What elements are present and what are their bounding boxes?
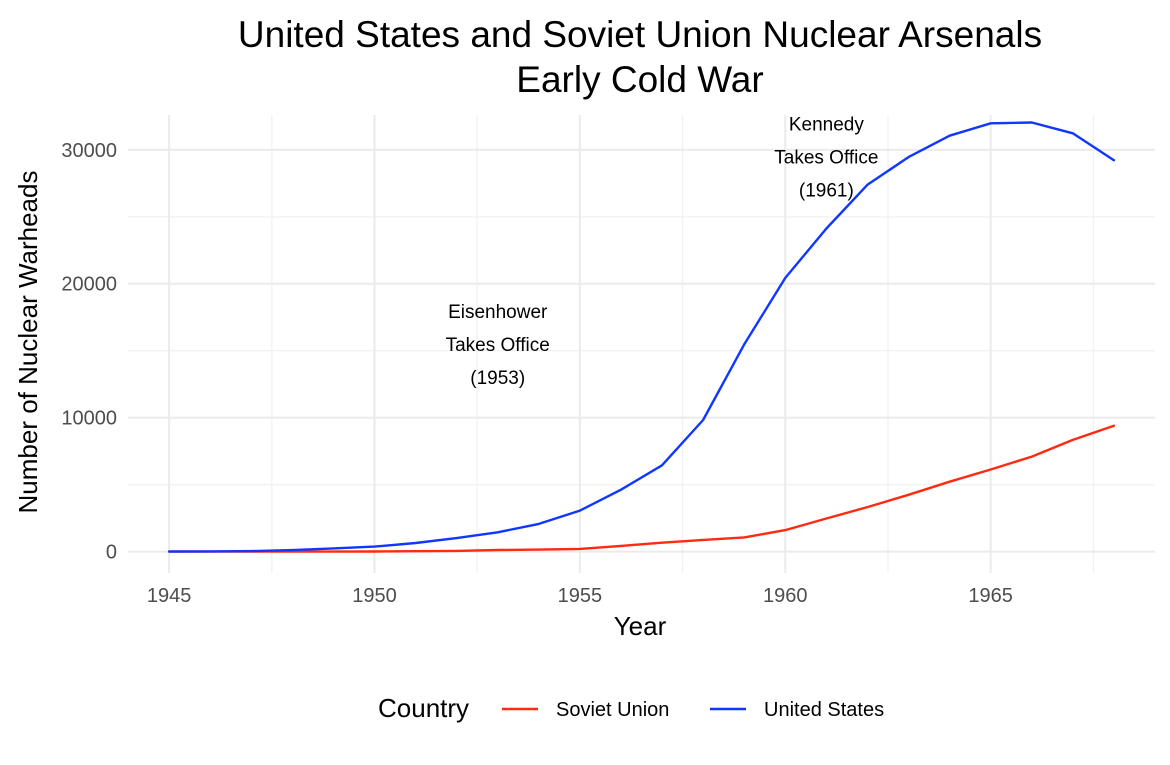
annotation-1-line-0: Kennedy — [789, 115, 865, 136]
annotation-0-line-2: (1953) — [470, 368, 525, 389]
x-tick-label-0: 1945 — [147, 585, 192, 607]
chart-title-line-1: United States and Soviet Union Nuclear A… — [238, 14, 1042, 55]
chart-title-line-2: Early Cold War — [516, 59, 763, 100]
annotations: Eisenhower Takes Office (1953) Kennedy Takes… — [446, 115, 879, 389]
y-tick-label-2: 20000 — [61, 274, 117, 296]
x-axis-tick-labels: 1945 1950 1955 1960 1965 — [147, 585, 1013, 607]
y-tick-label-0: 0 — [106, 542, 117, 564]
annotation-0-line-0: Eisenhower — [448, 302, 548, 323]
y-axis-tick-labels: 0 10000 20000 30000 — [61, 140, 117, 564]
x-axis-title: Year — [614, 611, 667, 641]
grid — [128, 115, 1155, 573]
y-tick-label-3: 30000 — [61, 140, 117, 162]
y-axis-title: Number of Nuclear Warheads — [13, 171, 43, 514]
legend-title: Country — [378, 693, 469, 723]
legend: Country Soviet Union United States — [378, 693, 884, 723]
legend-label-united-states: United States — [764, 699, 884, 721]
annotation-1-line-2: (1961) — [799, 181, 854, 202]
annotation-1-line-1: Takes Office — [774, 148, 878, 169]
x-tick-label-4: 1965 — [968, 585, 1013, 607]
y-tick-label-1: 10000 — [61, 408, 117, 430]
series-lines — [167, 121, 1116, 553]
legend-label-soviet-union: Soviet Union — [556, 699, 669, 721]
x-tick-label-1: 1950 — [352, 585, 397, 607]
series-line-soviet-union — [167, 424, 1116, 553]
x-tick-label-2: 1955 — [558, 585, 603, 607]
annotation-0-line-1: Takes Office — [446, 335, 550, 356]
series-line-united-states — [167, 121, 1116, 553]
x-tick-label-3: 1960 — [763, 585, 808, 607]
